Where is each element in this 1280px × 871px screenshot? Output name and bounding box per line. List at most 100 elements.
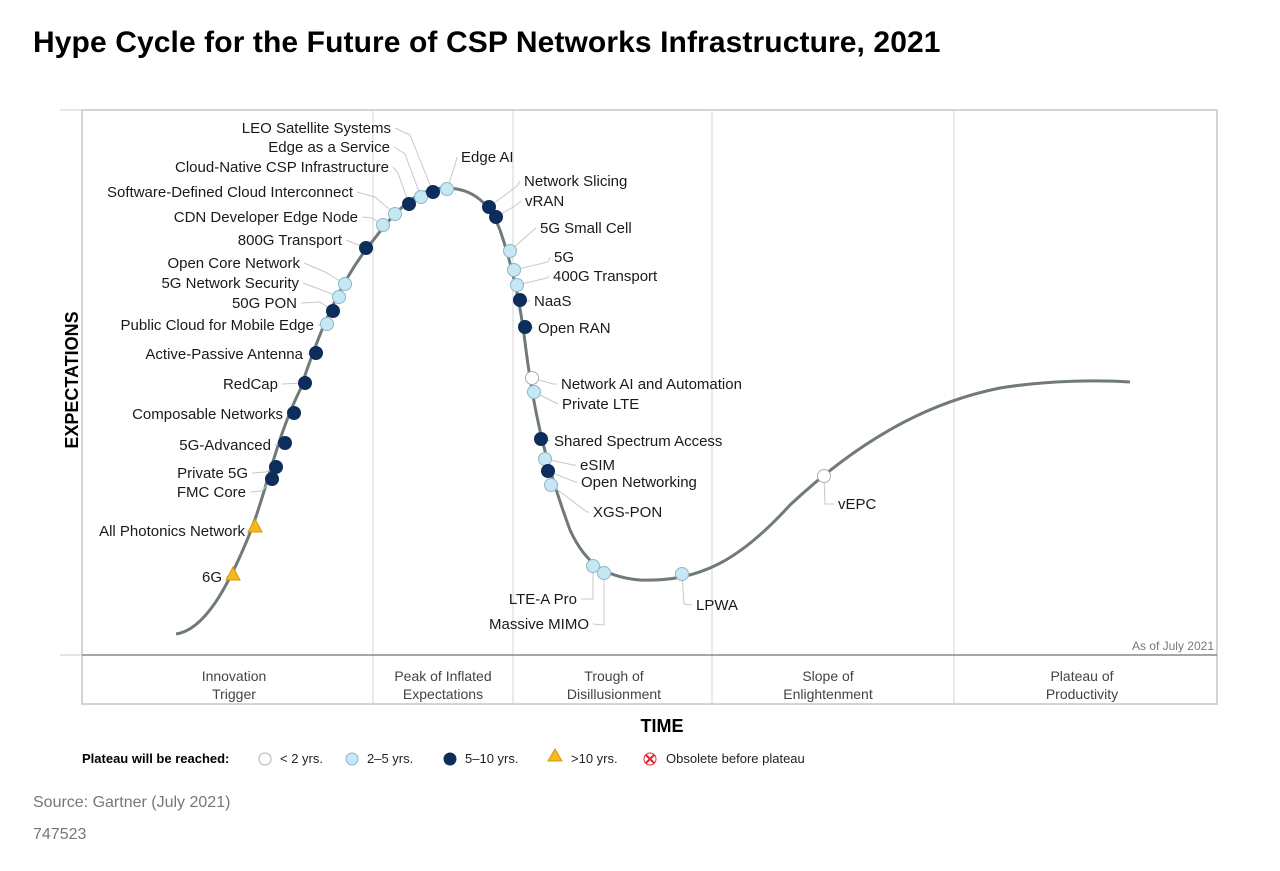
leader-line-400g-transport xyxy=(516,275,550,286)
legend-marker-5to10 xyxy=(443,752,457,766)
technology-label-network-slicing: Network Slicing xyxy=(524,173,627,190)
technology-marker-private-lte[interactable] xyxy=(527,385,541,399)
legend: Plateau will be reached: < 2 yrs. 2–5 yr… xyxy=(82,748,805,766)
leader-line-5g-small-cell xyxy=(509,227,537,252)
technology-label-5g-advanced: 5G-Advanced xyxy=(179,437,271,454)
technology-label-5g: 5G xyxy=(554,249,574,266)
technology-marker-400g-transport[interactable] xyxy=(510,278,524,292)
leader-line-vepc xyxy=(823,475,834,505)
technology-label-400g-transport: 400G Transport xyxy=(553,268,658,285)
technology-marker-active-passive-antenna[interactable] xyxy=(309,346,323,360)
technology-label-cdn-developer-edge-node: CDN Developer Edge Node xyxy=(174,209,358,226)
technology-marker-vran[interactable] xyxy=(489,210,503,224)
phase-label-trough-line2: Disillusionment xyxy=(567,686,661,702)
legend-label-obsolete: Obsolete before plateau xyxy=(666,751,805,766)
technology-marker-800g-transport[interactable] xyxy=(359,241,373,255)
legend-label-lt2: < 2 yrs. xyxy=(280,751,323,766)
technology-marker-network-slicing[interactable] xyxy=(482,200,496,214)
technology-marker-6g[interactable] xyxy=(225,565,241,581)
phase-label-slope-line2: Enlightenment xyxy=(783,686,873,702)
document-id: 747523 xyxy=(33,826,87,843)
hype-cycle-chart: As of July 2021 EXPECTATIONS TIME Innova… xyxy=(60,109,1218,766)
leader-line-esim xyxy=(544,458,576,466)
technology-marker-5g-network-security[interactable] xyxy=(332,290,346,304)
legend-marker-gt10 xyxy=(547,748,563,762)
technology-label-5g-small-cell: 5G Small Cell xyxy=(540,220,632,237)
leader-line-lte-a-pro xyxy=(581,566,594,600)
technology-label-redcap: RedCap xyxy=(223,376,278,393)
legend-title: Plateau will be reached: xyxy=(82,751,229,766)
technology-label-fmc-core: FMC Core xyxy=(177,484,246,501)
leader-line-cloud-native-csp-infrastructure xyxy=(392,166,410,205)
technology-marker-private-5g[interactable] xyxy=(269,460,283,474)
technology-marker-edge-ai[interactable] xyxy=(440,182,454,196)
technology-marker-lpwa[interactable] xyxy=(675,567,689,581)
technology-label-composable-networks: Composable Networks xyxy=(132,406,283,423)
leader-line-software-defined-cloud-interconnect xyxy=(356,191,396,215)
leader-line-network-slicing xyxy=(488,180,521,208)
technology-marker-50g-pon[interactable] xyxy=(326,304,340,318)
hype-cycle-curve xyxy=(175,186,1131,636)
technology-marker-shared-spectrum-access[interactable] xyxy=(534,432,548,446)
technology-marker-open-ran[interactable] xyxy=(518,320,532,334)
technology-marker-lte-a-pro[interactable] xyxy=(586,559,600,573)
x-axis-title: TIME xyxy=(641,716,684,736)
technology-label-shared-spectrum-access: Shared Spectrum Access xyxy=(554,433,722,450)
legend-label-gt10: >10 yrs. xyxy=(571,751,618,766)
technology-marker-public-cloud-for-mobile-edge[interactable] xyxy=(320,317,334,331)
technology-markers xyxy=(225,182,831,581)
technology-label-vran: vRAN xyxy=(525,193,564,210)
legend-label-2to5: 2–5 yrs. xyxy=(367,751,413,766)
technology-marker-xgs-pon[interactable] xyxy=(544,478,558,492)
technology-label-private-5g: Private 5G xyxy=(177,465,248,482)
technology-marker-5g-small-cell[interactable] xyxy=(503,244,517,258)
technology-label-6g: 6G xyxy=(202,569,222,586)
technology-marker-composable-networks[interactable] xyxy=(287,406,301,420)
leader-line-lpwa xyxy=(681,573,693,606)
technology-marker-redcap[interactable] xyxy=(298,376,312,390)
technology-label-edge-as-a-service: Edge as a Service xyxy=(268,139,390,156)
technology-marker-massive-mimo[interactable] xyxy=(597,566,611,580)
technology-marker-vepc[interactable] xyxy=(817,469,831,483)
technology-label-active-passive-antenna: Active-Passive Antenna xyxy=(145,346,303,363)
technology-label-leo-satellite-systems: LEO Satellite Systems xyxy=(242,120,391,137)
chart-frame xyxy=(81,109,1218,705)
technology-marker-edge-as-a-service[interactable] xyxy=(414,190,428,204)
technology-marker-network-ai-and-automation[interactable] xyxy=(525,371,539,385)
technology-marker-open-networking[interactable] xyxy=(541,464,555,478)
technology-label-software-defined-cloud-interconnect: Software-Defined Cloud Interconnect xyxy=(107,184,354,201)
technology-label-all-photonics-network: All Photonics Network xyxy=(99,523,245,540)
technology-marker-open-core-network[interactable] xyxy=(338,277,352,291)
technology-marker-software-defined-cloud-interconnect[interactable] xyxy=(388,207,402,221)
phase-labels: Innovation Trigger Peak of Inflated Expe… xyxy=(202,668,1118,702)
technology-marker-leo-satellite-systems[interactable] xyxy=(426,185,440,199)
leader-line-massive-mimo xyxy=(592,573,605,626)
technology-label-public-cloud-for-mobile-edge: Public Cloud for Mobile Edge xyxy=(121,317,314,334)
technology-marker-cdn-developer-edge-node[interactable] xyxy=(376,218,390,232)
technology-marker-all-photonics-network[interactable] xyxy=(247,517,263,533)
phase-label-slope-line1: Slope of xyxy=(802,668,853,684)
technology-marker-5g-advanced[interactable] xyxy=(278,436,292,450)
technology-label-open-core-network: Open Core Network xyxy=(167,255,300,272)
leader-line-network-ai-and-automation xyxy=(531,377,557,385)
technology-label-naas: NaaS xyxy=(534,293,572,310)
technology-label-open-networking: Open Networking xyxy=(581,474,697,491)
technology-marker-esim[interactable] xyxy=(538,452,552,466)
legend-label-5to10: 5–10 yrs. xyxy=(465,751,518,766)
y-axis-title: EXPECTATIONS xyxy=(62,311,82,448)
phase-label-plateau-line1: Plateau of xyxy=(1050,668,1113,684)
technology-label-edge-ai: Edge AI xyxy=(461,149,514,166)
technology-label-massive-mimo: Massive MIMO xyxy=(489,616,589,633)
phase-label-plateau-line2: Productivity xyxy=(1046,686,1118,702)
technology-marker-cloud-native-csp-infrastructure[interactable] xyxy=(402,197,416,211)
technology-marker-fmc-core[interactable] xyxy=(265,472,279,486)
phase-label-peak-line1: Peak of Inflated xyxy=(394,668,491,684)
phase-label-peak-line2: Expectations xyxy=(403,686,483,702)
leader-line-xgs-pon xyxy=(550,484,589,513)
page-title: Hype Cycle for the Future of CSP Network… xyxy=(33,26,941,59)
source-note: Source: Gartner (July 2021) xyxy=(33,794,231,811)
technology-label-lpwa: LPWA xyxy=(696,597,738,614)
technology-labels: 6G All Photonics Network FMC Core Private 5… xyxy=(99,120,876,633)
technology-marker-5g[interactable] xyxy=(507,263,521,277)
technology-marker-naas[interactable] xyxy=(513,293,527,307)
